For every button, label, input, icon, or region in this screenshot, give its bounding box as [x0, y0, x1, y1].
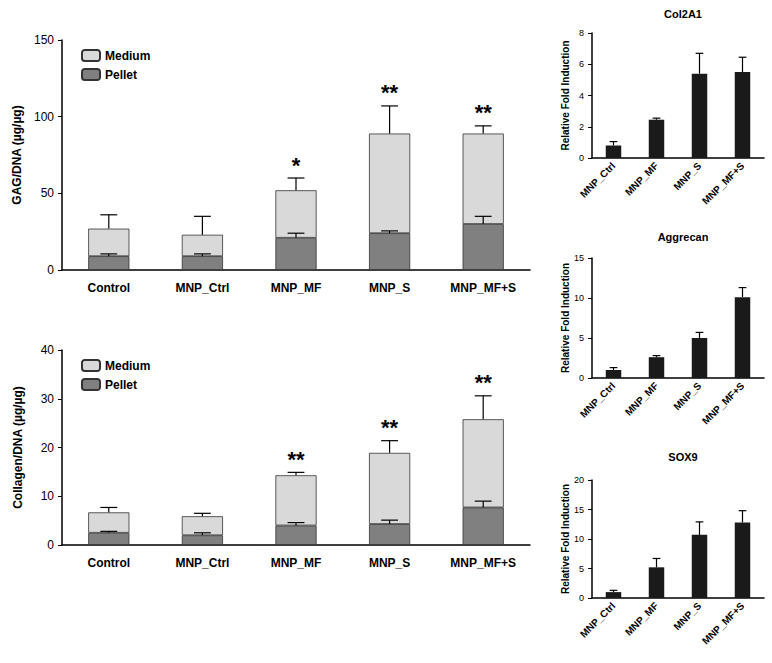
svg-text:Aggrecan: Aggrecan [658, 231, 709, 243]
svg-text:GAG/DNA (µg/µg): GAG/DNA (µg/µg) [10, 105, 24, 204]
svg-text:Relative Fold Induction: Relative Fold Induction [560, 263, 571, 373]
svg-text:30: 30 [41, 392, 55, 406]
svg-text:20: 20 [574, 475, 584, 485]
svg-text:10: 10 [574, 293, 584, 303]
svg-text:MNP_MF: MNP_MF [271, 281, 322, 295]
svg-text:Pellet: Pellet [105, 68, 137, 82]
svg-text:MNP_S: MNP_S [671, 380, 703, 412]
svg-text:SOX9: SOX9 [668, 451, 697, 463]
svg-text:0: 0 [47, 538, 54, 552]
svg-text:Medium: Medium [105, 359, 150, 373]
svg-text:8: 8 [579, 28, 584, 38]
svg-text:Relative Fold Induction: Relative Fold Induction [560, 484, 571, 594]
svg-text:150: 150 [34, 33, 54, 47]
svg-text:*: * [292, 153, 301, 178]
svg-text:**: ** [381, 80, 399, 105]
svg-text:10: 10 [574, 534, 584, 544]
svg-text:15: 15 [574, 253, 584, 263]
svg-text:MNP_Ctrl: MNP_Ctrl [578, 600, 618, 640]
svg-text:MNP_S: MNP_S [369, 556, 410, 570]
svg-text:MNP_MF+S: MNP_MF+S [700, 380, 747, 427]
svg-text:MNP_MF: MNP_MF [623, 600, 661, 638]
svg-text:MNP_Ctrl: MNP_Ctrl [578, 380, 618, 420]
svg-text:50: 50 [41, 186, 55, 200]
svg-text:MNP_MF: MNP_MF [623, 160, 661, 198]
svg-text:**: ** [475, 100, 493, 125]
svg-text:Control: Control [87, 281, 130, 295]
svg-text:MNP_Ctrl: MNP_Ctrl [578, 160, 618, 200]
svg-text:**: ** [287, 447, 305, 472]
svg-text:MNP_MF: MNP_MF [623, 380, 661, 418]
svg-text:0: 0 [579, 593, 584, 603]
svg-text:MNP_MF+S: MNP_MF+S [700, 160, 747, 207]
svg-text:0: 0 [47, 263, 54, 277]
svg-text:MNP_MF: MNP_MF [271, 556, 322, 570]
svg-text:Medium: Medium [105, 49, 150, 63]
svg-text:2: 2 [579, 122, 584, 132]
svg-text:MNP_S: MNP_S [671, 160, 703, 192]
svg-text:0: 0 [579, 153, 584, 163]
svg-text:Control: Control [87, 556, 130, 570]
svg-text:100: 100 [34, 110, 54, 124]
svg-text:Collagen/DNA (µg/µg): Collagen/DNA (µg/µg) [11, 386, 25, 509]
svg-text:**: ** [381, 415, 399, 440]
svg-text:0: 0 [579, 373, 584, 383]
svg-text:6: 6 [579, 59, 584, 69]
svg-text:10: 10 [41, 489, 55, 503]
svg-text:15: 15 [574, 505, 584, 515]
svg-text:5: 5 [579, 333, 584, 343]
svg-text:MNP_S: MNP_S [671, 600, 703, 632]
svg-text:40: 40 [41, 343, 55, 357]
svg-text:20: 20 [41, 441, 55, 455]
svg-text:5: 5 [579, 564, 584, 574]
svg-text:MNP_S: MNP_S [369, 281, 410, 295]
svg-text:Pellet: Pellet [105, 378, 137, 392]
svg-text:4: 4 [579, 91, 584, 101]
svg-text:MNP_MF+S: MNP_MF+S [700, 600, 747, 647]
svg-text:MNP_Ctrl: MNP_Ctrl [175, 281, 229, 295]
svg-text:MNP_MF+S: MNP_MF+S [450, 556, 516, 570]
svg-text:**: ** [475, 370, 493, 395]
svg-text:Col2A1: Col2A1 [664, 8, 702, 20]
svg-text:MNP_Ctrl: MNP_Ctrl [175, 556, 229, 570]
svg-text:Relative Fold Induction: Relative Fold Induction [560, 40, 571, 150]
svg-text:MNP_MF+S: MNP_MF+S [450, 281, 516, 295]
